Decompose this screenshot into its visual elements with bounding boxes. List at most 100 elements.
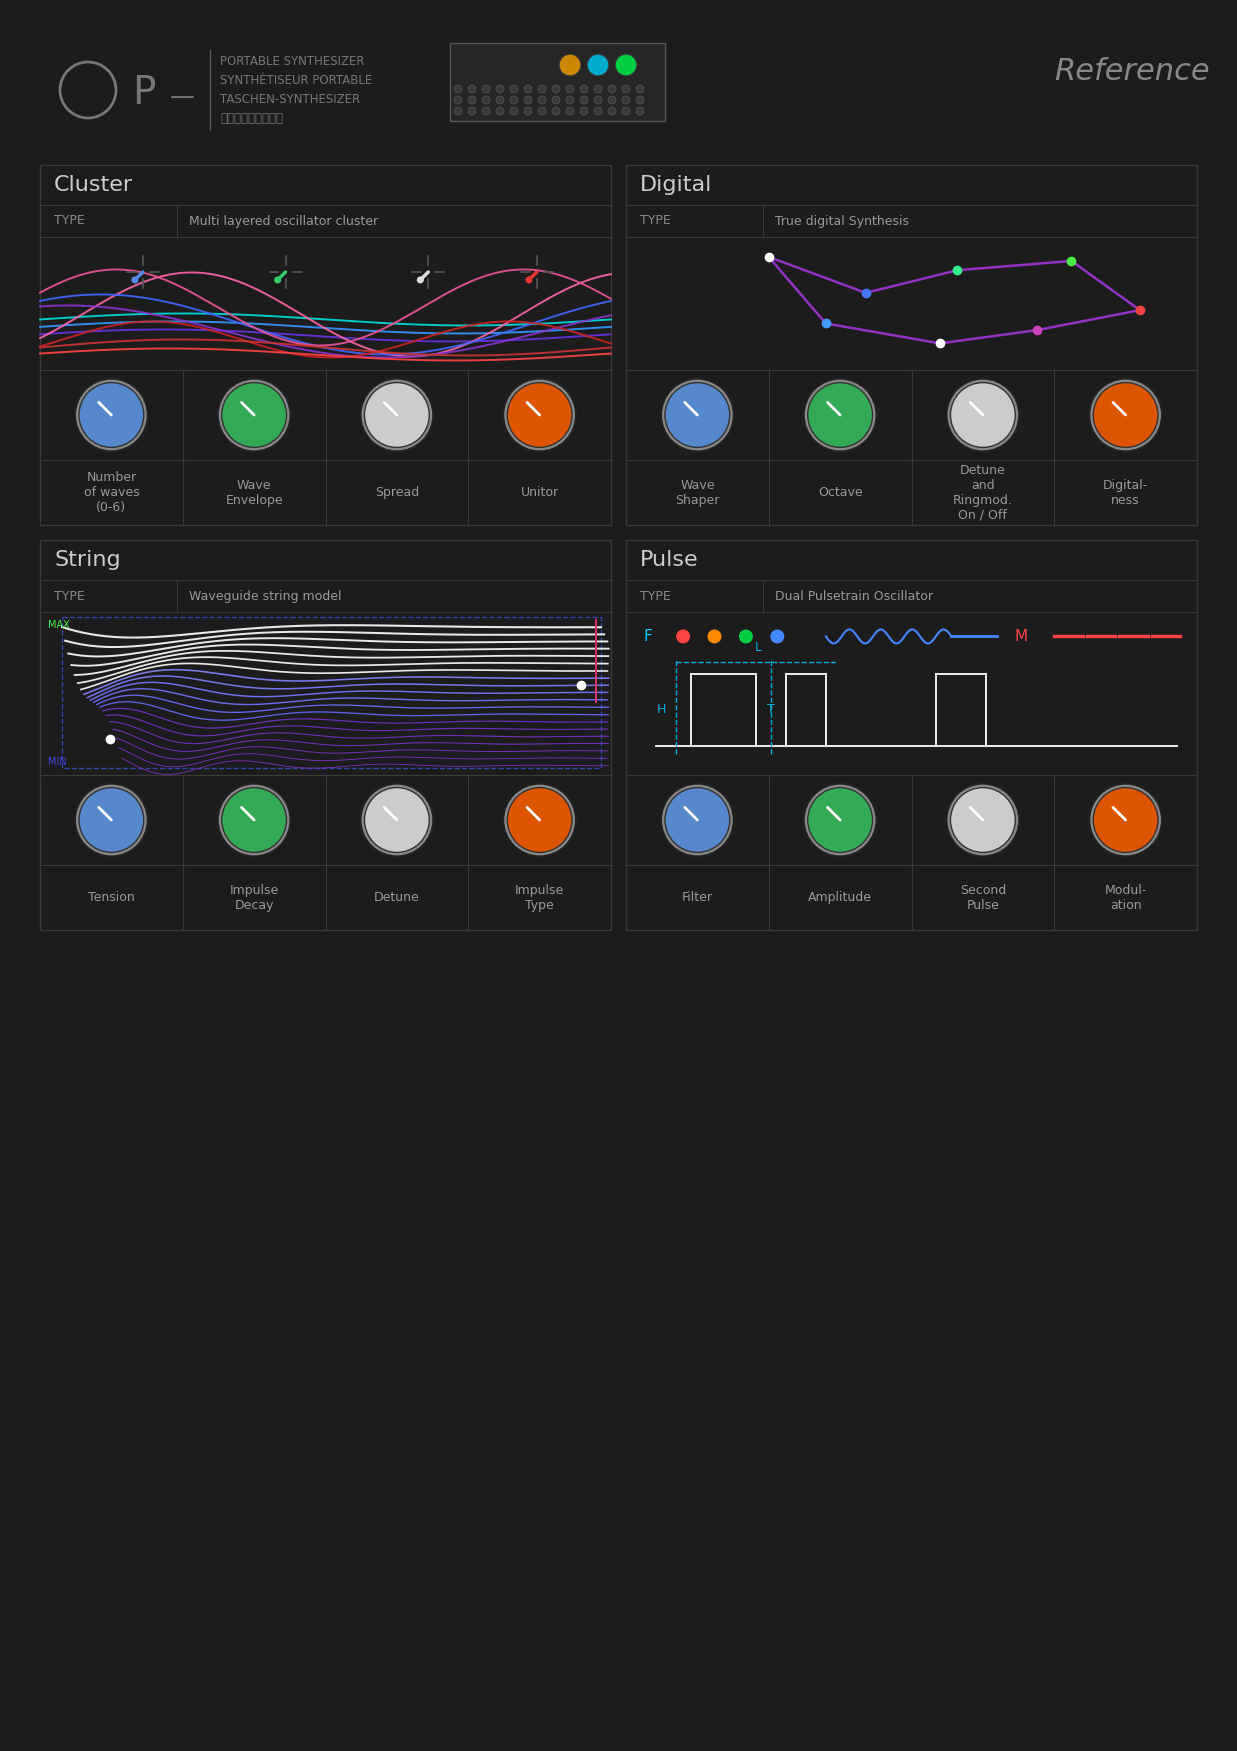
- Bar: [771, 371, 909, 459]
- Circle shape: [79, 788, 143, 853]
- Text: PORTABLE SYNTHESIZER: PORTABLE SYNTHESIZER: [220, 54, 365, 68]
- Circle shape: [417, 277, 424, 284]
- Text: Wave
Shaper: Wave Shaper: [675, 478, 720, 506]
- Text: Pulse: Pulse: [640, 550, 699, 571]
- Bar: [184, 371, 324, 459]
- Bar: [327, 776, 468, 863]
- Bar: [1056, 777, 1195, 863]
- Circle shape: [538, 107, 546, 116]
- Circle shape: [552, 107, 560, 116]
- Bar: [62, 616, 601, 769]
- Circle shape: [131, 277, 139, 284]
- Circle shape: [454, 96, 461, 103]
- Circle shape: [567, 107, 574, 116]
- Circle shape: [507, 383, 571, 448]
- Bar: [328, 371, 466, 459]
- Text: M: M: [1014, 629, 1028, 644]
- Bar: [48, 655, 58, 662]
- Circle shape: [468, 107, 476, 116]
- Bar: [48, 755, 58, 762]
- Bar: [48, 725, 58, 732]
- Text: Octave: Octave: [818, 487, 862, 499]
- Circle shape: [609, 96, 616, 103]
- Circle shape: [360, 378, 433, 452]
- Text: L: L: [755, 641, 762, 653]
- Bar: [913, 371, 1053, 459]
- Circle shape: [666, 788, 730, 853]
- Text: Second
Pulse: Second Pulse: [960, 884, 1006, 912]
- Circle shape: [1090, 784, 1162, 856]
- Circle shape: [454, 86, 461, 93]
- Bar: [1056, 371, 1195, 459]
- Bar: [469, 776, 610, 863]
- Circle shape: [708, 629, 721, 643]
- Circle shape: [594, 86, 602, 93]
- Circle shape: [503, 378, 576, 452]
- Text: Digital-
ness: Digital- ness: [1103, 478, 1148, 506]
- Circle shape: [360, 784, 433, 856]
- Circle shape: [482, 96, 490, 103]
- Text: Amplitude: Amplitude: [808, 891, 872, 904]
- Text: P: P: [132, 74, 156, 112]
- Circle shape: [615, 54, 637, 75]
- Circle shape: [559, 54, 581, 75]
- Bar: [48, 695, 58, 702]
- Bar: [469, 371, 610, 459]
- Circle shape: [661, 784, 734, 856]
- Circle shape: [580, 107, 588, 116]
- Bar: [328, 777, 466, 863]
- Text: Number
of waves
(0-6): Number of waves (0-6): [84, 471, 140, 515]
- Bar: [184, 371, 324, 459]
- Circle shape: [594, 107, 602, 116]
- Bar: [1055, 371, 1196, 459]
- Circle shape: [636, 96, 644, 103]
- Circle shape: [524, 86, 532, 93]
- Bar: [41, 371, 182, 459]
- Circle shape: [622, 86, 630, 93]
- Bar: [913, 371, 1053, 459]
- Text: Wave
Envelope: Wave Envelope: [225, 478, 283, 506]
- Bar: [48, 744, 58, 753]
- Circle shape: [454, 107, 461, 116]
- Circle shape: [218, 378, 291, 452]
- Text: Multi layered oscillator cluster: Multi layered oscillator cluster: [189, 215, 379, 228]
- Circle shape: [468, 96, 476, 103]
- Bar: [327, 371, 468, 459]
- Circle shape: [221, 383, 287, 448]
- Circle shape: [218, 784, 291, 856]
- Circle shape: [482, 107, 490, 116]
- Circle shape: [221, 788, 287, 853]
- Bar: [627, 776, 768, 863]
- Text: 小型シンセサイザー: 小型シンセサイザー: [220, 112, 283, 124]
- Bar: [769, 776, 910, 863]
- Circle shape: [738, 629, 753, 643]
- Text: MAX: MAX: [48, 620, 69, 630]
- Circle shape: [496, 96, 503, 103]
- Circle shape: [636, 107, 644, 116]
- Text: Detune: Detune: [374, 891, 419, 904]
- Bar: [627, 371, 768, 459]
- Bar: [40, 539, 611, 930]
- Text: Unitor: Unitor: [521, 487, 559, 499]
- Circle shape: [804, 784, 877, 856]
- Text: TASCHEN-SYNTHESIZER: TASCHEN-SYNTHESIZER: [220, 93, 360, 107]
- Text: Modul-
ation: Modul- ation: [1105, 884, 1147, 912]
- Bar: [769, 371, 910, 459]
- Text: Tension: Tension: [88, 891, 135, 904]
- Text: —: —: [169, 86, 195, 109]
- Text: Detune
and
Ringmod.
On / Off: Detune and Ringmod. On / Off: [952, 464, 1013, 522]
- Text: Reference: Reference: [1054, 58, 1210, 86]
- Bar: [41, 776, 182, 863]
- Bar: [769, 776, 910, 863]
- Bar: [628, 371, 767, 459]
- Circle shape: [588, 54, 609, 75]
- Circle shape: [365, 383, 429, 448]
- Bar: [469, 371, 610, 459]
- Bar: [184, 371, 324, 459]
- Circle shape: [524, 107, 532, 116]
- Circle shape: [524, 96, 532, 103]
- Bar: [913, 777, 1053, 863]
- Bar: [469, 776, 610, 863]
- Circle shape: [567, 86, 574, 93]
- Bar: [450, 44, 666, 121]
